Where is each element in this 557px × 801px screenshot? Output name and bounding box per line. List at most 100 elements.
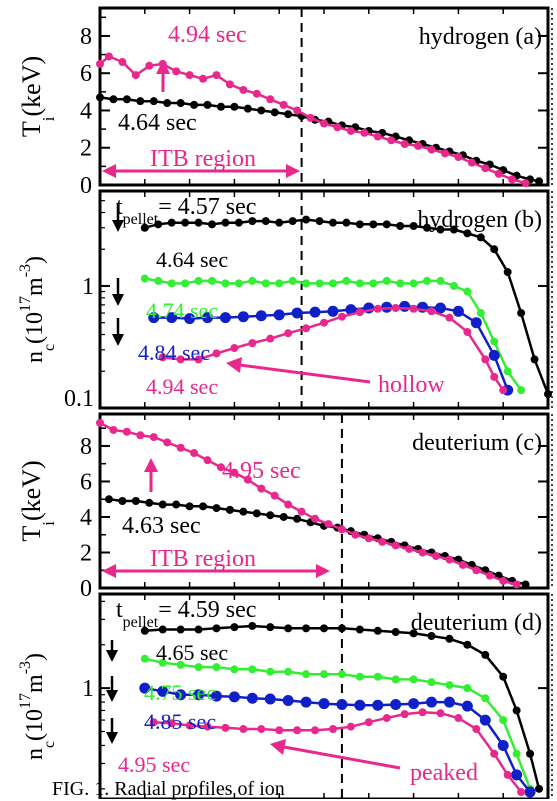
arrow-head-right xyxy=(286,164,300,178)
data-point-magenta xyxy=(512,580,521,589)
data-point-magenta xyxy=(382,714,391,723)
data-point-black xyxy=(158,625,167,634)
arrow-head-down xyxy=(112,334,124,346)
data-point-magenta xyxy=(185,721,194,730)
data-point-black xyxy=(449,225,458,234)
data-point-black xyxy=(208,220,216,229)
data-point-green xyxy=(369,279,378,288)
data-point-blue xyxy=(336,698,348,710)
data-point-blue xyxy=(399,300,411,312)
data-point-black xyxy=(167,218,176,227)
data-point-magenta xyxy=(467,158,476,167)
data-point-magenta xyxy=(266,95,275,104)
data-point-magenta xyxy=(427,145,436,154)
y-tick-label: 0 xyxy=(80,173,92,199)
data-point-black xyxy=(436,225,445,234)
data-point-black xyxy=(261,217,270,226)
data-point-green xyxy=(230,665,239,674)
y-tick-label: 1 xyxy=(82,274,94,300)
data-point-black xyxy=(544,390,552,399)
data-point-magenta xyxy=(252,89,261,98)
data-point-blue xyxy=(273,309,285,321)
data-point-magenta xyxy=(436,709,445,718)
data-point-green xyxy=(248,276,257,285)
data-point-magenta xyxy=(131,71,140,80)
data-point-blue xyxy=(524,786,536,798)
arrow-head-down xyxy=(112,220,124,232)
data-point-green xyxy=(194,276,203,285)
data-point-black xyxy=(172,500,181,509)
data-point-black xyxy=(239,507,248,516)
data-point-black xyxy=(463,640,472,649)
data-point-black xyxy=(203,100,212,109)
data-point-black xyxy=(445,634,454,643)
data-point-green xyxy=(288,276,297,285)
data-point-magenta xyxy=(364,534,373,543)
data-point-green xyxy=(212,663,221,672)
data-point-magenta xyxy=(257,484,266,493)
data-point-black xyxy=(248,217,257,226)
y-tick-label: 1 xyxy=(82,676,94,702)
data-point-magenta xyxy=(400,140,409,149)
data-point-magenta xyxy=(333,123,342,132)
data-point-blue xyxy=(139,682,151,694)
data-point-magenta xyxy=(346,722,355,731)
data-point-green xyxy=(355,279,364,288)
data-point-magenta xyxy=(400,710,409,719)
data-point-green xyxy=(373,672,382,681)
data-point-black xyxy=(158,500,167,509)
data-point-black xyxy=(252,509,261,518)
data-point-black xyxy=(302,624,311,633)
y-tick-label: 4 xyxy=(80,505,92,531)
data-point-green xyxy=(140,274,149,283)
data-point-blue xyxy=(443,696,455,708)
panel-label: deuterium (d) xyxy=(411,610,542,636)
data-point-blue xyxy=(354,699,366,711)
data-point-black xyxy=(409,221,418,230)
data-point-black xyxy=(526,749,535,758)
data-point-magenta xyxy=(499,576,508,585)
data-point-magenta xyxy=(490,749,499,758)
data-point-green xyxy=(396,279,405,288)
data-point-magenta xyxy=(472,566,481,575)
data-point-magenta xyxy=(284,500,293,509)
data-point-green xyxy=(463,287,472,296)
y-axis-label: Ti(keV) xyxy=(17,56,58,137)
data-point-magenta xyxy=(481,355,490,364)
y-tick-label: 6 xyxy=(80,469,92,495)
y-tick-label: 0 xyxy=(80,576,92,602)
data-point-green xyxy=(355,672,364,681)
data-point-black xyxy=(145,498,154,507)
panel-label: hydrogen (b) xyxy=(417,207,542,233)
data-point-black xyxy=(185,502,194,511)
data-point-magenta xyxy=(104,52,113,61)
data-point-magenta xyxy=(297,507,306,516)
data-point-magenta xyxy=(239,725,248,734)
data-point-blue xyxy=(470,317,482,329)
data-point-magenta xyxy=(270,491,279,500)
data-point-black xyxy=(391,628,400,637)
annotation-arrow xyxy=(239,363,371,384)
arrow-head-left xyxy=(102,164,116,178)
data-point-green xyxy=(261,279,270,288)
data-point-magenta xyxy=(490,372,499,381)
data-point-magenta xyxy=(302,324,311,333)
data-point-magenta xyxy=(230,344,239,353)
y-axis-label: Ti(keV) xyxy=(17,460,58,541)
data-point-black xyxy=(234,218,243,227)
data-point-magenta xyxy=(427,307,436,316)
data-point-blue xyxy=(193,689,205,701)
data-point-black xyxy=(96,93,104,102)
data-point-magenta xyxy=(432,552,440,561)
data-point-magenta xyxy=(212,349,221,358)
data-point-green xyxy=(302,670,311,679)
arrow-head-up xyxy=(156,60,170,74)
data-point-magenta xyxy=(158,353,167,362)
data-point-black xyxy=(257,106,266,115)
data-point-magenta xyxy=(324,520,333,529)
data-point-blue xyxy=(264,693,276,705)
annotation-arrow xyxy=(283,745,401,770)
data-point-black xyxy=(315,217,324,226)
data-point-blue xyxy=(166,312,178,324)
data-point-green xyxy=(328,279,337,288)
